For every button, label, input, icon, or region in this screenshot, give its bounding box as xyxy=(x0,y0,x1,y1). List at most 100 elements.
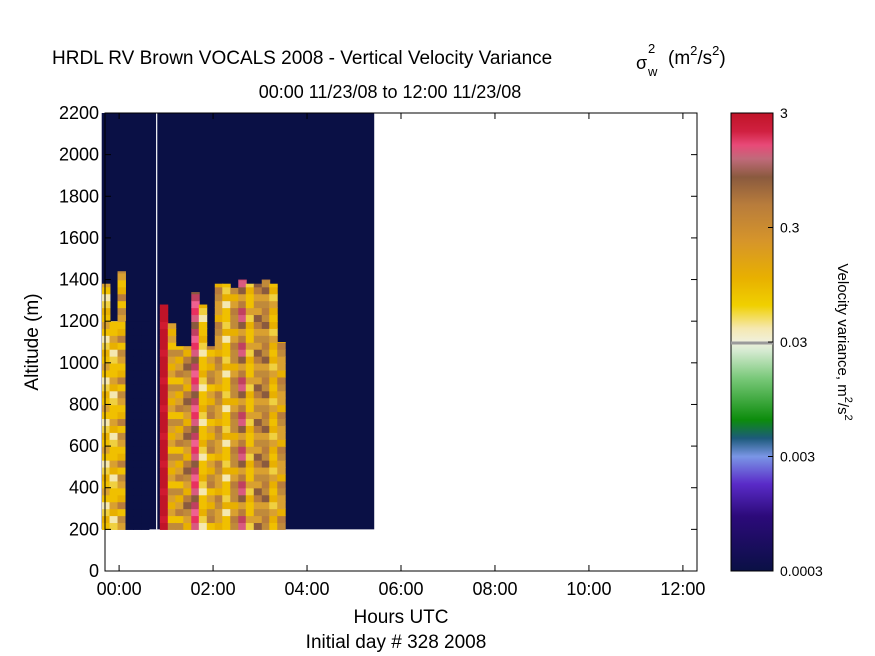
heatmap-cell xyxy=(245,390,255,399)
heatmap-cell xyxy=(269,335,278,343)
heatmap-cell xyxy=(141,439,150,447)
heatmap-cell xyxy=(222,487,231,496)
heatmap-cell xyxy=(167,323,177,329)
heatmap-cell xyxy=(133,349,142,357)
heatmap-cell xyxy=(245,314,255,322)
heatmap-cell xyxy=(261,480,271,489)
heatmap-cell xyxy=(238,501,247,510)
heatmap-cell xyxy=(183,376,192,385)
heatmap-cell xyxy=(167,508,177,517)
heatmap-cell xyxy=(277,487,286,496)
y-tick-label: 0 xyxy=(89,561,99,581)
heatmap-cell xyxy=(191,300,200,309)
heatmap-cell xyxy=(117,404,126,413)
heatmap-cell xyxy=(167,466,177,475)
heatmap-cell xyxy=(230,480,239,489)
x-tick-label: 04:00 xyxy=(285,579,330,599)
heatmap-cell xyxy=(198,342,208,350)
heatmap-cell xyxy=(238,473,247,482)
heatmap-cell xyxy=(167,397,177,406)
heatmap-cell xyxy=(253,473,263,482)
heatmap-cell xyxy=(183,501,192,510)
heatmap-cell xyxy=(277,480,286,489)
heatmap-cell xyxy=(261,404,271,413)
heatmap-cell xyxy=(245,453,255,461)
heatmap-cell xyxy=(253,515,263,524)
heatmap-cell xyxy=(109,460,118,468)
heatmap-cell xyxy=(125,349,134,357)
heatmap-cell xyxy=(117,494,126,503)
heatmap-cell xyxy=(159,494,169,503)
heatmap-cell xyxy=(238,335,247,343)
heatmap-cell xyxy=(117,314,126,322)
heatmap-cell xyxy=(269,425,278,433)
heatmap-cell xyxy=(159,356,169,364)
heatmap-cell xyxy=(117,335,126,343)
heatmap-cell xyxy=(253,286,263,295)
heatmap-cell xyxy=(102,335,111,343)
heatmap-cell xyxy=(141,501,150,510)
heatmap-cell xyxy=(141,321,150,322)
heatmap-cell xyxy=(167,376,177,385)
colorbar-tick-label: 3 xyxy=(780,105,788,121)
heatmap-cell xyxy=(261,335,271,343)
heatmap-cell xyxy=(198,515,208,524)
heatmap-cell xyxy=(269,501,278,510)
heatmap-cell xyxy=(109,466,118,475)
heatmap-cell xyxy=(253,439,263,447)
heatmap-cell xyxy=(222,283,231,288)
heatmap-cell xyxy=(269,300,278,309)
heatmap-cell xyxy=(230,515,239,524)
heatmap-cell xyxy=(261,376,271,385)
heatmap-cell xyxy=(269,342,278,350)
heatmap-cell xyxy=(214,293,224,302)
heatmap-cell xyxy=(175,425,184,433)
heatmap-cell xyxy=(141,466,150,475)
heatmap-cell xyxy=(206,473,216,482)
heatmap-cell xyxy=(133,480,142,489)
heatmap-cell xyxy=(159,304,169,309)
heatmap-cell xyxy=(214,425,224,433)
y-tick-label: 200 xyxy=(69,519,99,539)
heatmap-cell xyxy=(175,453,184,461)
heatmap-cell xyxy=(245,508,255,517)
heatmap-cell xyxy=(141,515,150,524)
heatmap-cell xyxy=(238,425,247,433)
heatmap-cell xyxy=(125,321,134,322)
heatmap-cell xyxy=(238,411,247,420)
heatmap-cell xyxy=(183,404,192,413)
heatmap-cell xyxy=(214,342,224,350)
heatmap-cell xyxy=(269,383,278,392)
heatmap-cell xyxy=(261,307,271,316)
heatmap-cell xyxy=(133,376,142,385)
heatmap-cell xyxy=(183,411,192,420)
heatmap-cell xyxy=(261,349,271,357)
heatmap-cell xyxy=(109,473,118,482)
heatmap-cell xyxy=(159,466,169,475)
heatmap-cell xyxy=(206,460,216,468)
heatmap-cell xyxy=(277,369,286,378)
heatmap-cell xyxy=(102,515,111,524)
heatmap-cell xyxy=(269,473,278,482)
heatmap-cell xyxy=(102,508,111,517)
heatmap-cell xyxy=(125,453,134,461)
heatmap-cell xyxy=(230,314,239,322)
heatmap-cell xyxy=(222,321,231,329)
heatmap-cell xyxy=(214,390,224,399)
heatmap-cell xyxy=(230,501,239,510)
heatmap-cell xyxy=(102,293,111,302)
heatmap-cell xyxy=(159,383,169,392)
heatmap-cell xyxy=(191,335,200,343)
heatmap-cell xyxy=(141,494,150,503)
heatmap-cell xyxy=(141,508,150,517)
heatmap-cell xyxy=(109,335,118,343)
heatmap-cell xyxy=(133,321,142,322)
heatmap-cell xyxy=(238,418,247,426)
heatmap-cell xyxy=(277,349,286,357)
heatmap-cell xyxy=(269,446,278,454)
heatmap-cell xyxy=(159,460,169,468)
heatmap-cell xyxy=(133,404,142,413)
heatmap-cell xyxy=(117,522,126,530)
heatmap-cell xyxy=(159,508,169,517)
y-tick-label: 400 xyxy=(69,478,99,498)
